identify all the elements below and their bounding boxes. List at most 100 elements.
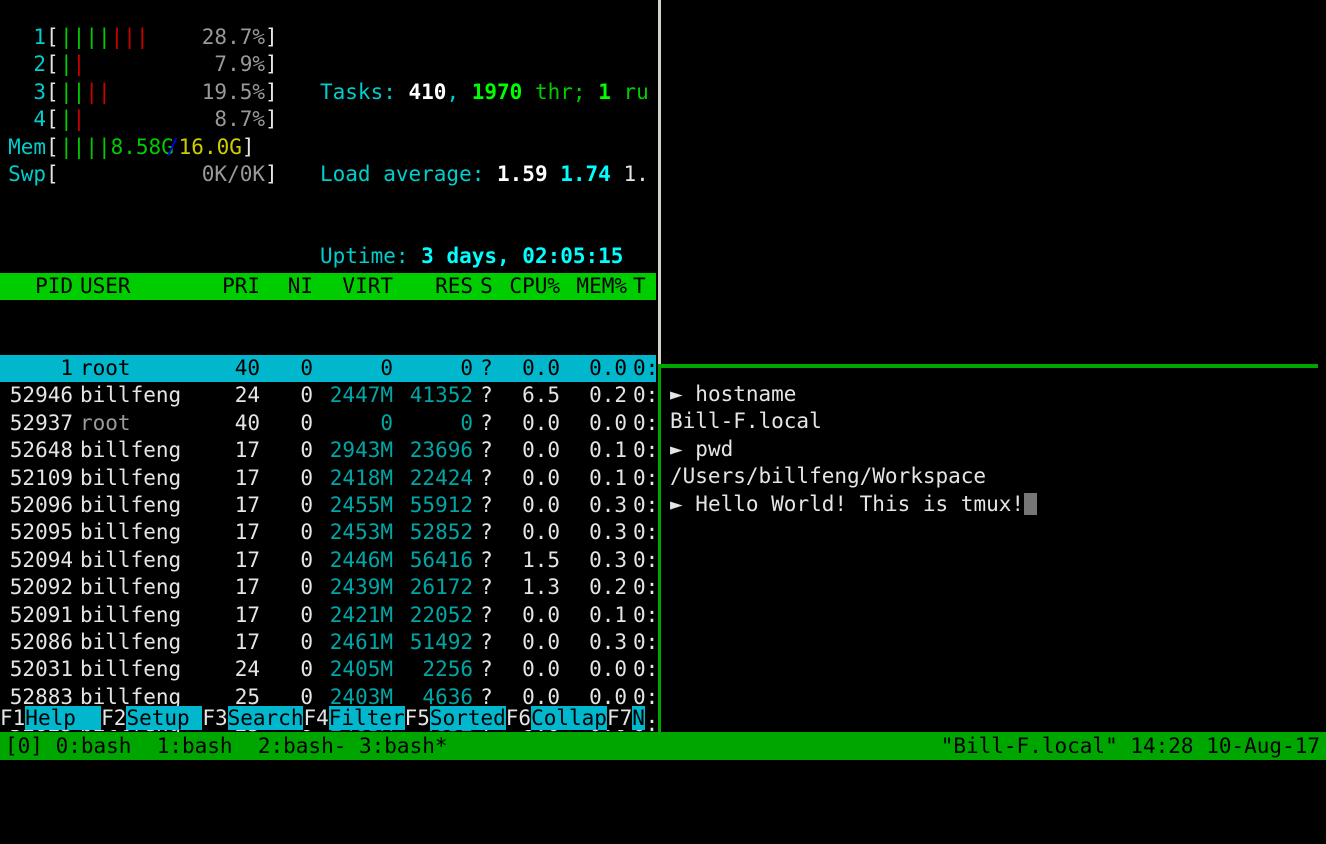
column-header-time[interactable]: T: [633, 273, 646, 298]
meter-bracket-open: [: [46, 107, 59, 132]
meter-bar-cell: |: [85, 79, 98, 104]
meter-bar-cell: [149, 52, 162, 76]
column-header-state[interactable]: S: [480, 273, 493, 298]
process-nice: 0: [300, 602, 313, 627]
process-res: 55912: [409, 492, 473, 517]
function-key-f7[interactable]: F7: [606, 706, 633, 730]
cpu-meter-2[interactable]: 2[|| 7.9%]: [0, 51, 277, 78]
process-row[interactable]: 52094 billfeng 17 0 2446M 56416? 1.5 0.3 0:: [0, 547, 656, 574]
meter-bar-cell: [85, 162, 98, 186]
swap-meter[interactable]: Swp[ 0K/0K]: [0, 161, 278, 188]
pane-border-vertical-lower-active[interactable]: [658, 364, 661, 732]
function-label-f1[interactable]: Help: [25, 706, 102, 730]
process-row[interactable]: 1 root 40 0 0 0? 0.0 0.0 0:: [0, 355, 656, 383]
column-header-pid[interactable]: PID: [35, 273, 73, 298]
process-row[interactable]: 52091 billfeng 17 0 2421M 22052? 0.0 0.1 0:: [0, 602, 656, 629]
process-cpu-percent: 0.0: [522, 520, 560, 545]
function-label-f7[interactable]: N: [632, 706, 645, 730]
function-key-f4[interactable]: F4: [303, 706, 329, 730]
function-label-f2[interactable]: Setup: [126, 706, 203, 730]
terminal-cursor: [1024, 492, 1038, 515]
cpu-meter-1[interactable]: 1[||||||| 28.7%]: [0, 24, 278, 51]
memory-meter[interactable]: Mem[||||8.58G/16.0G]: [0, 134, 278, 161]
process-cpu-percent: 0.0: [522, 410, 560, 435]
column-header-ni[interactable]: NI: [287, 273, 313, 298]
column-header-pri[interactable]: PRI: [222, 273, 260, 298]
column-header-mem[interactable]: MEM%: [576, 273, 627, 298]
process-cpu-percent: 1.3: [522, 575, 560, 600]
uptime-label: Uptime:: [320, 244, 422, 269]
process-table-header[interactable]: PID USER PRI NI VIRT RES S CPU% MEM% T: [0, 272, 656, 301]
process-row[interactable]: 52946 billfeng 24 0 2447M 41352? 6.5 0.2 0:: [0, 382, 656, 409]
terminal-output[interactable]: ► hostname Bill-F.local ► pwd/Users/billfe…: [670, 381, 1038, 518]
column-header-user[interactable]: USER: [80, 273, 131, 298]
column-header-virt[interactable]: VIRT: [342, 273, 393, 298]
running-count: 1: [598, 79, 611, 104]
process-time: 0:: [633, 383, 656, 408]
meter-bar-cell: [111, 52, 124, 76]
pane-border-horizontal-active[interactable]: [658, 364, 1318, 368]
function-label-f4[interactable]: Filter: [328, 706, 405, 730]
process-cpu-percent: 0.0: [522, 492, 560, 517]
column-header-cpu[interactable]: CPU%: [509, 273, 560, 298]
process-row[interactable]: 52086 billfeng 17 0 2461M 51492? 0.0 0.3 0:: [0, 629, 656, 656]
process-row[interactable]: 52883 billfeng 25 0 2403M 4636? 0.0 0.0 0:: [0, 684, 656, 711]
function-label-f5[interactable]: Sorted: [429, 706, 506, 730]
htop-function-bar[interactable]: F1Help F2Setup F3SearchF4FilterF5SortedF…: [0, 704, 645, 732]
meter-bar-cell: [98, 107, 111, 131]
meter-bar-cell: [149, 80, 162, 104]
tmux-status-bar[interactable]: [0] 0:bash 1:bash 2:bash- 3:bash* "Bill-…: [0, 732, 1326, 760]
swap-meter-value: 0K/0K: [201, 161, 265, 186]
meter-bracket-close: ]: [265, 25, 278, 49]
process-user: billfeng: [80, 575, 182, 600]
function-label-f3[interactable]: Search: [227, 706, 304, 730]
process-mem-percent: 0.0: [589, 657, 627, 682]
tmux-clock-pane[interactable]: [664, 0, 1326, 360]
process-priority: 17: [234, 465, 260, 490]
meter-bar-cell: [98, 52, 111, 76]
function-key-f2[interactable]: F2: [101, 706, 127, 730]
terminal-pane-active[interactable]: ► hostname Bill-F.local ► pwd/Users/billfe…: [664, 370, 1326, 732]
process-cpu-percent: 0.0: [522, 465, 560, 490]
process-virt: 2446M: [329, 547, 393, 572]
function-key-f3[interactable]: F3: [202, 706, 228, 730]
function-key-f1[interactable]: F1: [0, 706, 26, 730]
threads-count: 1970: [471, 79, 523, 104]
terminal-command-line: ► pwd: [670, 436, 1037, 463]
column-header-res[interactable]: RES: [435, 273, 473, 298]
process-table-body[interactable]: 1 root 40 0 0 0? 0.0 0.0 0: 52946 billfeng 24 0 2447M…: [0, 355, 656, 732]
process-row[interactable]: 52648 billfeng 17 0 2943M 23696? 0.0 0.1 0:: [0, 437, 656, 464]
process-res: 0: [460, 356, 473, 381]
process-row[interactable]: 52096 billfeng 17 0 2455M 55912? 0.0 0.3 0:: [0, 492, 656, 519]
process-user: billfeng: [80, 492, 182, 517]
process-time: 0:: [633, 684, 656, 709]
process-state: ?: [480, 465, 493, 490]
meter-bar-cell: [123, 162, 136, 186]
process-nice: 0: [300, 383, 313, 408]
htop-pane[interactable]: 1[||||||| 28.7%] 2[|| 7.9%] 3[|||| 19.5%] 4…: [0, 0, 656, 732]
process-row[interactable]: 52109 billfeng 17 0 2418M 22424? 0.0 0.1 0:: [0, 465, 656, 492]
process-virt: 0: [380, 410, 393, 435]
function-key-f5[interactable]: F5: [404, 706, 430, 730]
process-state: ?: [480, 383, 493, 408]
process-user: billfeng: [80, 520, 182, 545]
process-row[interactable]: 52092 billfeng 17 0 2439M 26172? 1.3 0.2 0:: [0, 574, 656, 601]
pane-border-vertical-upper[interactable]: [658, 0, 661, 364]
cpu-meter-4[interactable]: 4[|| 8.7%]: [0, 106, 277, 133]
process-row[interactable]: 52095 billfeng 17 0 2453M 52852? 0.0 0.3 0:: [0, 519, 656, 546]
function-label-f6[interactable]: Collap: [531, 706, 607, 730]
process-virt: 2421M: [329, 602, 393, 627]
process-nice: 0: [300, 465, 313, 490]
process-row[interactable]: 52937 root 40 0 0 0? 0.0 0.0 0:: [0, 410, 656, 437]
tmux-session-screen: 1[||||||| 28.7%] 2[|| 7.9%] 3[|||| 19.5%] 4…: [0, 0, 1326, 760]
tmux-status-left[interactable]: [0] 0:bash 1:bash 2:bash- 3:bash*: [5, 734, 448, 758]
process-mem-percent: 0.1: [589, 438, 627, 463]
cpu-meter-label: 2: [33, 52, 46, 77]
meter-bar-cell: |: [135, 25, 149, 49]
function-key-f6[interactable]: F6: [505, 706, 532, 730]
process-res: 23696: [409, 438, 473, 463]
cpu-meter-3[interactable]: 3[|||| 19.5%]: [0, 79, 277, 106]
process-virt: 2439M: [329, 575, 393, 600]
process-row[interactable]: 52031 billfeng 24 0 2405M 2256? 0.0 0.0 0:: [0, 656, 656, 683]
htop-process-table[interactable]: PID USER PRI NI VIRT RES S CPU% MEM% T 1 root 40 0 0 0…: [0, 218, 656, 732]
